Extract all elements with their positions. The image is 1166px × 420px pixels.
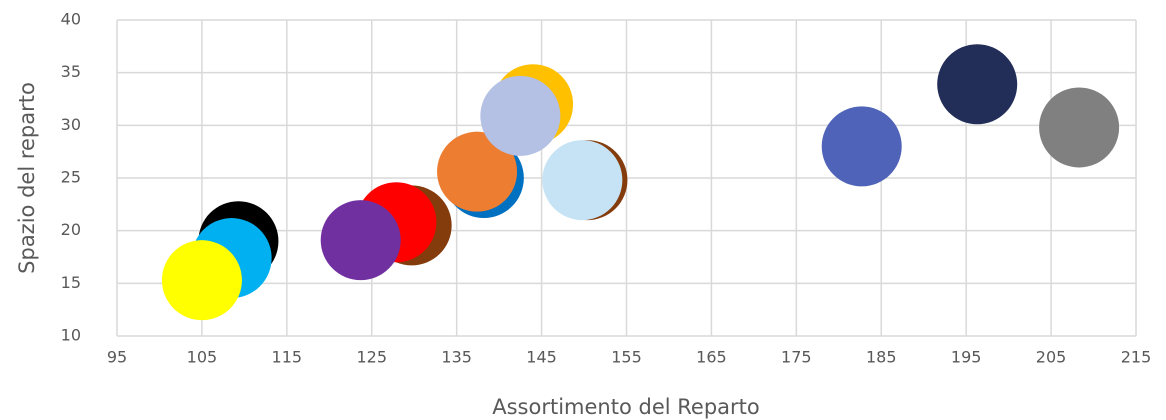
- bubble: [1039, 87, 1120, 168]
- x-tick-label: 205: [1036, 348, 1067, 367]
- y-tick-label: 40: [61, 10, 81, 29]
- y-tick-label: 35: [61, 62, 81, 81]
- bubble: [480, 75, 561, 156]
- x-tick-label: 105: [187, 348, 218, 367]
- bubble: [937, 44, 1018, 125]
- bubble: [542, 140, 623, 221]
- bubble: [437, 131, 518, 212]
- x-tick-label: 145: [526, 348, 557, 367]
- x-tick-label: 135: [441, 348, 472, 367]
- x-tick-label: 175: [781, 348, 812, 367]
- bubble: [161, 240, 242, 321]
- x-tick-label: 95: [107, 348, 127, 367]
- y-tick-label: 10: [61, 326, 81, 345]
- bubble: [821, 106, 902, 187]
- y-tick-label: 15: [61, 273, 81, 292]
- x-tick-label: 185: [866, 348, 897, 367]
- y-axis-title: Spazio del reparto: [15, 82, 39, 274]
- x-tick-label: 125: [356, 348, 387, 367]
- y-tick-label: 30: [61, 115, 81, 134]
- x-tick-label: 165: [696, 348, 727, 367]
- bubble: [320, 200, 401, 281]
- x-tick-label: 195: [951, 348, 982, 367]
- x-tick-label: 215: [1121, 348, 1152, 367]
- y-tick-label: 25: [61, 168, 81, 187]
- x-tick-label: 155: [611, 348, 642, 367]
- y-tick-label: 20: [61, 220, 81, 239]
- x-axis-title: Assortimento del Reparto: [492, 395, 759, 419]
- x-tick-label: 115: [272, 348, 303, 367]
